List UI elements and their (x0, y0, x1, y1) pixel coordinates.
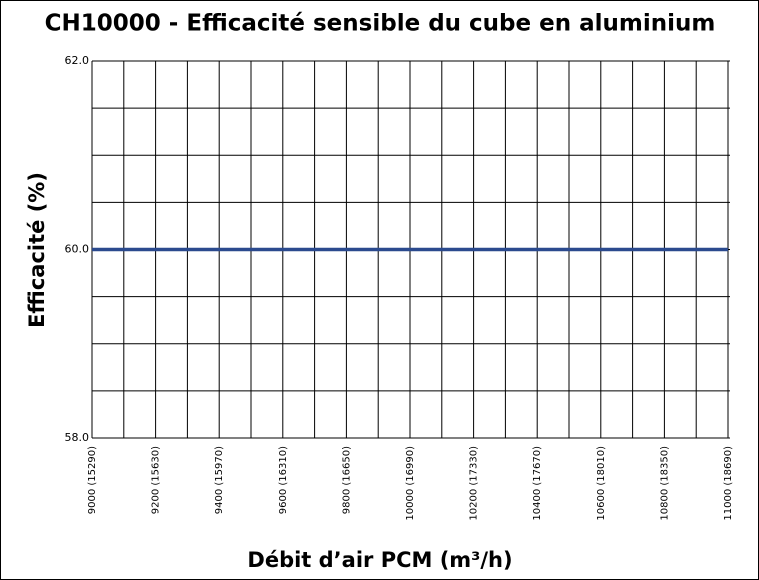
x-tick-label: 10600 (18010) (596, 446, 607, 521)
x-axis-label: Débit d’air PCM (m³/h) (247, 548, 512, 572)
x-tick-label: 11000 (18690) (723, 446, 734, 521)
y-tick-label: 58.0 (65, 431, 90, 444)
x-tick-label: 9400 (15970) (214, 446, 225, 514)
x-tick-label: 10000 (16990) (405, 446, 416, 521)
x-tick-label: 9800 (16650) (341, 446, 352, 514)
x-tick-label: 9000 (15290) (87, 446, 98, 514)
y-axis-label: Efficacité (%) (25, 172, 49, 328)
x-tick-label: 9200 (15630) (151, 446, 162, 514)
y-tick-label: 60.0 (65, 243, 90, 256)
chart-title: CH10000 - Efficacité sensible du cube en… (45, 11, 716, 37)
x-tick-label: 10800 (18350) (659, 446, 670, 521)
x-tick-label: 9600 (16310) (278, 446, 289, 514)
x-tick-label: 10200 (17330) (469, 446, 480, 521)
x-tick-label: 10400 (17670) (532, 446, 543, 521)
y-tick-label: 62.0 (65, 54, 90, 67)
